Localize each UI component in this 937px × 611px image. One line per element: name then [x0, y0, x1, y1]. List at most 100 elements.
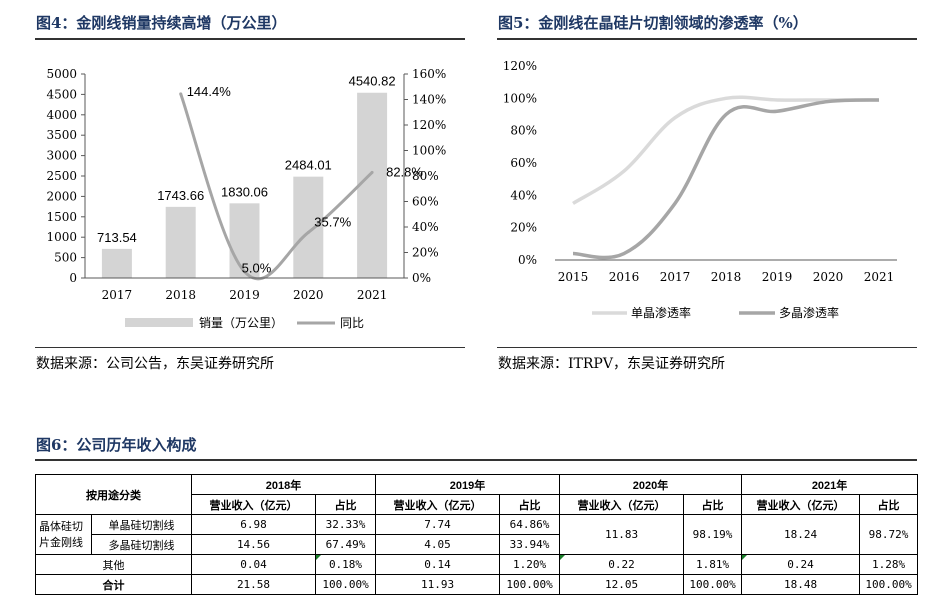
fig4-yoy-label: 5.0%: [242, 261, 272, 276]
merged-2021-share: 98.72%: [859, 514, 919, 555]
fig4-left-tick: 0: [69, 271, 77, 285]
fig4-yoy-point: [370, 170, 374, 174]
col-revenue-2021: 营业收入（亿元）: [741, 494, 861, 515]
fig4-x-tick: 2019: [229, 288, 260, 302]
total-2018-rev: 21.58: [191, 574, 316, 595]
merged-2021-rev: 18.24: [741, 514, 861, 555]
fig4-yoy-label: 82.8%: [386, 164, 423, 179]
table-row-total: 合计 21.58 100.00% 11.93 100.00% 12.05 100…: [35, 574, 919, 595]
fig4-left-tick: 3000: [46, 149, 77, 163]
fig4-left-tick: 5000: [46, 67, 77, 81]
year-2020: 2020年: [559, 474, 743, 495]
fig4-title: 图4：金刚线销量持续高增（万公里）: [36, 14, 287, 32]
poly-label: 多晶硅切割线: [91, 534, 192, 555]
fig6-title: 图6：公司历年收入构成: [36, 436, 197, 454]
other-2019-share: 1.20%: [499, 554, 561, 575]
fig4-yoy-label: 35.7%: [314, 214, 351, 229]
fig4-bar-label: 4540.82: [349, 74, 396, 89]
year-2021: 2021年: [741, 474, 919, 495]
total-2021-rev: 18.48: [741, 574, 861, 595]
poly-2019-rev: 4.05: [375, 534, 501, 555]
col-revenue-2020: 营业收入（亿元）: [559, 494, 685, 515]
fig5-x-tick: 2018: [711, 270, 742, 284]
other-2021-rev: 0.24: [741, 554, 861, 575]
fig5-x-tick: 2016: [609, 270, 640, 284]
table-header-years: 按用途分类 2018年 2019年 2020年 2021年: [35, 474, 919, 515]
other-2018-share: 0.18%: [314, 554, 377, 575]
other-2021-share: 1.28%: [859, 554, 919, 575]
other-2020-share: 1.81%: [683, 554, 743, 575]
fig4-bar-label: 2484.01: [285, 158, 332, 173]
fig4-x-tick: 2020: [293, 288, 324, 302]
fig5-y-tick: 80%: [510, 124, 537, 138]
table-row-mono: 晶体硅切片金刚线 单晶硅切割线 6.98 32.33% 7.74 64.86% …: [35, 514, 919, 555]
fig4-left-tick: 4500: [46, 87, 77, 101]
fig4-bar-label: 713.54: [97, 230, 137, 245]
fig5-x-tick: 2015: [558, 270, 589, 284]
total-2018-share: 100.00%: [314, 574, 377, 595]
total-2020-share: 100.00%: [683, 574, 743, 595]
mono-2018-rev: 6.98: [191, 514, 316, 535]
col-revenue-2019: 营业收入（亿元）: [375, 494, 501, 515]
fig4-legend-bar-swatch: [125, 318, 193, 327]
fig4-legend-line-label: 同比: [340, 316, 364, 330]
fig4-bar-label: 1830.06: [221, 184, 268, 199]
col-share-2021: 占比: [859, 494, 919, 515]
fig6-title-rule: [35, 459, 917, 461]
col-share-2020: 占比: [683, 494, 743, 515]
fig5-chart: 0% 20% 40% 60% 80% 100% 120% 2015 2016 2017 2018 20…: [503, 59, 897, 320]
fig5-y-tick: 60%: [510, 156, 537, 170]
fig5-source: 数据来源：ITRPV，东吴证券研究所: [498, 356, 725, 372]
year-2019: 2019年: [375, 474, 561, 495]
fig5-title-rule: [497, 38, 917, 40]
fig4-yoy-line: [179, 93, 374, 281]
fig4-left-tick: 1500: [46, 210, 77, 224]
revenue-table: 按用途分类 2018年 2019年 2020年 2021年 营业收入（亿元） 占…: [35, 474, 919, 595]
fig4-chart: 713.54 1743.66 1830.06 2484.01 4540.82 144.4%…: [46, 67, 446, 330]
fig5-y-tick: 100%: [503, 91, 537, 105]
table-row-other: 其他 0.04 0.18% 0.14 1.20% 0.22 1.81% 0.24…: [35, 554, 919, 575]
fig4-right-tick: 120%: [412, 118, 446, 132]
fig4-x-tick: 2021: [357, 288, 388, 302]
fig5-title: 图5：金刚线在晶硅片切割领域的渗透率（%）: [498, 14, 808, 32]
table-row-poly: 多晶硅切割线 14.56 67.49% 4.05 33.94%: [36, 534, 918, 555]
fig4-bar: [165, 206, 196, 278]
mono-2018-share: 32.33%: [314, 514, 377, 535]
fig4-right-tick: 60%: [412, 195, 439, 209]
fig5-x-tick: 2021: [864, 270, 895, 284]
fig4-x-tick: 2018: [165, 288, 196, 302]
col-share-2019: 占比: [499, 494, 561, 515]
poly-2018-share: 67.49%: [314, 534, 377, 555]
fig4-left-tick: 1000: [46, 230, 77, 244]
fig4-bar: [101, 248, 132, 278]
mono-label: 单晶硅切割线: [91, 514, 192, 535]
other-label: 其他: [35, 554, 192, 575]
other-2019-rev: 0.14: [375, 554, 501, 575]
fig4-right-tick: 40%: [412, 220, 439, 234]
total-2019-rev: 11.93: [375, 574, 501, 595]
other-2020-rev: 0.22: [559, 554, 685, 575]
col-revenue-2018: 营业收入（亿元）: [191, 494, 316, 515]
merged-2020-share: 98.19%: [683, 514, 743, 555]
fig4-bottom-rule: [35, 347, 465, 348]
fig4-left-tick: 2500: [46, 169, 77, 183]
total-2019-share: 100.00%: [499, 574, 561, 595]
total-2020-rev: 12.05: [559, 574, 685, 595]
fig4-left-tick: 3500: [46, 128, 77, 142]
fig5-poly-line: [572, 98, 880, 260]
group-label: 晶体硅切片金刚线: [35, 514, 92, 555]
total-2021-share: 100.00%: [859, 574, 919, 595]
fig5-y-tick: 0%: [518, 253, 537, 267]
total-label: 合计: [35, 574, 192, 595]
fig4-x-tick: 2017: [102, 288, 133, 302]
fig4-yoy-point: [243, 270, 246, 274]
poly-2019-share: 33.94%: [499, 534, 561, 555]
fig5-legend-poly-label: 多晶渗透率: [779, 305, 839, 320]
fig5-x-tick: 2017: [660, 270, 691, 284]
fig4-left-tick: 500: [54, 251, 77, 265]
col-share-2018: 占比: [314, 494, 377, 515]
fig4-bar: [229, 203, 260, 278]
fig5-y-tick: 20%: [510, 221, 537, 235]
fig4-right-tick: 0%: [412, 271, 431, 285]
fig5-bottom-rule: [497, 347, 917, 348]
